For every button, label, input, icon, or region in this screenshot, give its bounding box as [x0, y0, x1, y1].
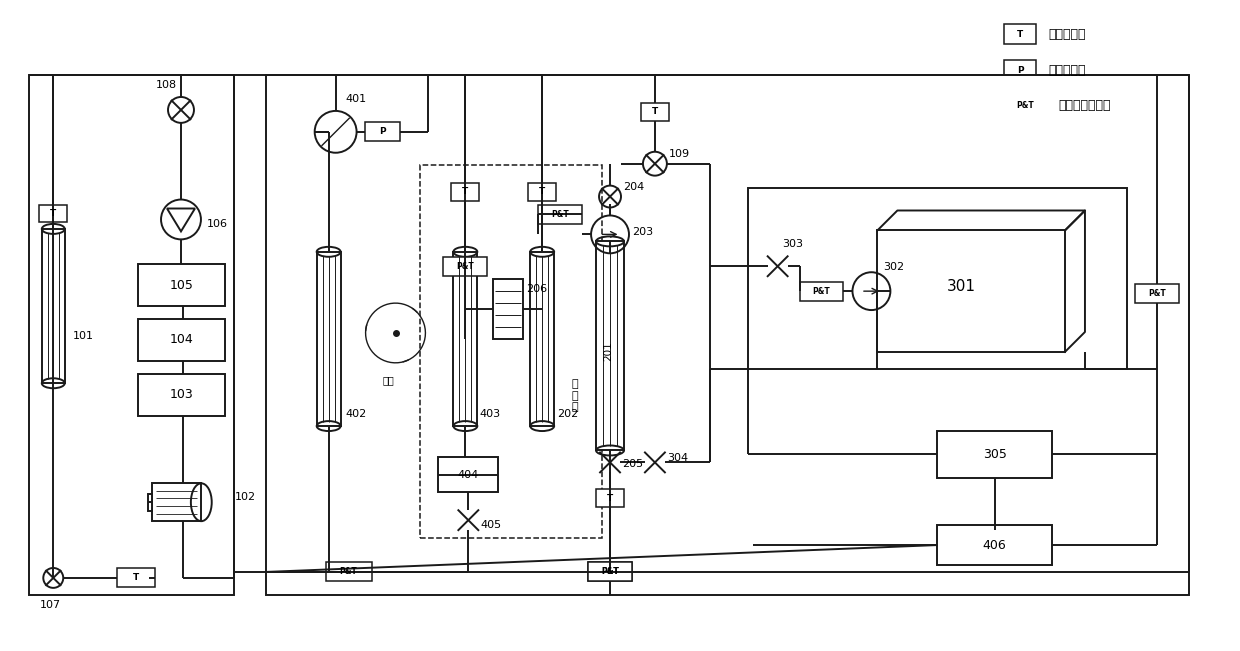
- Bar: [365, 122, 401, 141]
- Bar: [1004, 96, 1047, 116]
- Bar: [531, 252, 554, 426]
- Text: 401: 401: [346, 94, 367, 104]
- Bar: [596, 242, 624, 450]
- Bar: [42, 229, 64, 383]
- Text: 106: 106: [207, 219, 228, 229]
- Text: P&T: P&T: [601, 568, 619, 576]
- Text: 105: 105: [170, 279, 193, 292]
- Bar: [265, 75, 1189, 595]
- Text: P&T: P&T: [812, 286, 831, 296]
- Bar: [439, 458, 498, 492]
- Text: 空
调
箱: 空 调 箱: [572, 379, 578, 412]
- Text: P&T: P&T: [601, 568, 619, 576]
- Bar: [117, 568, 155, 587]
- Text: 压力传感器: 压力传感器: [1048, 64, 1085, 77]
- Bar: [420, 165, 603, 538]
- Text: T: T: [606, 493, 613, 503]
- Text: P: P: [1017, 66, 1023, 75]
- Text: 403: 403: [480, 409, 501, 419]
- Text: 温度传感器: 温度传感器: [1048, 28, 1085, 41]
- Bar: [878, 230, 1065, 352]
- Bar: [748, 187, 1127, 369]
- Bar: [40, 204, 67, 223]
- Text: 101: 101: [73, 331, 94, 341]
- Bar: [800, 282, 843, 301]
- Text: T: T: [539, 187, 546, 196]
- Bar: [528, 183, 557, 201]
- Bar: [937, 430, 1052, 478]
- Text: P&T: P&T: [1017, 102, 1034, 111]
- Text: 405: 405: [480, 520, 501, 530]
- Text: T: T: [463, 187, 469, 196]
- Text: 206: 206: [526, 284, 547, 294]
- Text: 301: 301: [946, 279, 976, 294]
- Text: 304: 304: [667, 454, 688, 464]
- Bar: [596, 490, 624, 507]
- Text: 109: 109: [668, 148, 689, 159]
- Text: 201: 201: [603, 341, 613, 361]
- Text: P&T: P&T: [456, 262, 474, 271]
- Bar: [937, 525, 1052, 565]
- Bar: [1004, 60, 1037, 80]
- Text: 302: 302: [883, 262, 904, 272]
- Bar: [316, 252, 341, 426]
- Text: 406: 406: [983, 538, 1007, 551]
- Bar: [1135, 284, 1179, 303]
- Bar: [138, 264, 224, 306]
- Text: 202: 202: [557, 409, 578, 419]
- Text: T: T: [652, 107, 658, 117]
- Text: 404: 404: [458, 470, 479, 480]
- Text: 103: 103: [170, 388, 193, 401]
- Text: 108: 108: [156, 80, 177, 90]
- Bar: [538, 205, 582, 224]
- Text: T: T: [133, 574, 139, 583]
- Bar: [153, 483, 201, 521]
- Text: 压力温度传感器: 压力温度传感器: [1058, 100, 1111, 113]
- Text: 102: 102: [234, 492, 255, 503]
- Bar: [454, 252, 477, 426]
- Text: 402: 402: [346, 409, 367, 419]
- Bar: [148, 494, 153, 510]
- Bar: [1004, 24, 1037, 44]
- Text: 303: 303: [782, 240, 804, 249]
- Text: 107: 107: [40, 600, 61, 610]
- Text: 305: 305: [983, 448, 1007, 461]
- Text: P&T: P&T: [340, 568, 357, 576]
- Bar: [588, 562, 632, 581]
- Text: P: P: [379, 128, 386, 136]
- Text: 104: 104: [170, 333, 193, 346]
- Text: T: T: [50, 209, 56, 218]
- Bar: [138, 319, 224, 361]
- Text: 204: 204: [622, 182, 645, 191]
- Bar: [444, 256, 487, 276]
- Bar: [326, 562, 372, 581]
- Text: 203: 203: [632, 227, 653, 238]
- Text: 风扇: 风扇: [383, 375, 394, 385]
- Bar: [451, 183, 480, 201]
- Bar: [641, 103, 668, 121]
- Text: T: T: [1017, 30, 1023, 39]
- Text: 205: 205: [622, 460, 644, 469]
- Text: P&T: P&T: [1148, 288, 1166, 298]
- Bar: [494, 279, 523, 339]
- Bar: [588, 562, 632, 581]
- Bar: [138, 374, 224, 415]
- Bar: [30, 75, 234, 595]
- Text: P&T: P&T: [552, 210, 569, 219]
